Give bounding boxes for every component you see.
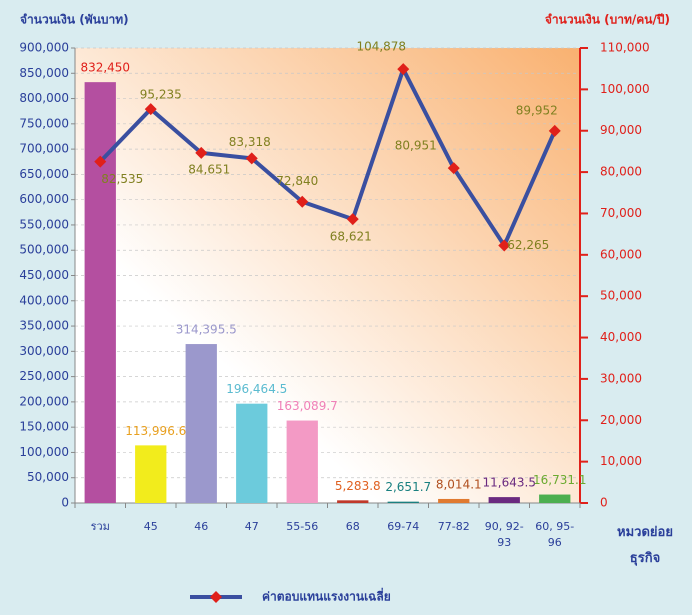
y-tick-label: 650,000 — [19, 167, 69, 181]
y2-tick-label: 30,000 — [600, 371, 642, 385]
line-marker — [498, 239, 511, 252]
y-tick-label: 500,000 — [19, 243, 69, 257]
y2-tick-label: 20,000 — [600, 413, 642, 427]
bar-value-label: 16,731.1 — [533, 473, 586, 487]
y-tick-label: 50,000 — [27, 470, 69, 484]
line-marker — [195, 146, 208, 159]
x-tick-label: 47 — [244, 520, 259, 533]
x-tick-label: 60, 95-96 — [535, 520, 575, 549]
y2-tick-label: 70,000 — [600, 206, 642, 220]
x-tick-label: 45 — [143, 520, 158, 533]
y-tick-label: 900,000 — [19, 41, 69, 55]
x-axis-title: หมวดย่อย ธุรกิจ — [617, 525, 673, 566]
y-tick-label: 700,000 — [19, 142, 69, 156]
y-tick-label: 550,000 — [19, 217, 69, 231]
y2-tick-label: 0 — [600, 496, 608, 510]
y-tick-label: 200,000 — [19, 394, 69, 408]
y-tick-label: 850,000 — [19, 66, 69, 80]
y-tick-label: 100,000 — [19, 445, 69, 459]
legend-label: ค่าตอบแทนแรงงานเฉลี่ย — [262, 588, 391, 604]
line-marker — [346, 213, 359, 226]
x-tick-label: 90, 92-93 — [484, 520, 524, 549]
bar — [185, 344, 217, 503]
bar — [539, 494, 571, 503]
y-tick-label: 350,000 — [19, 319, 69, 333]
line-value-label: 68,621 — [330, 230, 372, 244]
y2-axis-title: จำนวนเงิน (บาท/คน/ปี) — [545, 13, 670, 27]
bar-value-label: 8,014.1 — [436, 477, 482, 491]
bar-value-label: 113,996.6 — [125, 424, 186, 438]
y2-tick-label: 40,000 — [600, 330, 642, 344]
bar — [84, 82, 116, 504]
bar-value-label: 11,643.5 — [483, 476, 536, 490]
line-value-label: 89,952 — [516, 103, 558, 117]
bar-value-label: 163,089.7 — [277, 399, 338, 413]
bar — [387, 501, 419, 503]
y-tick-label: 750,000 — [19, 116, 69, 130]
x-tick-label: 68 — [345, 520, 360, 533]
y-tick-label: 250,000 — [19, 369, 69, 383]
line-marker — [447, 162, 460, 175]
line-value-label: 62,265 — [507, 238, 549, 252]
y-tick-label: 400,000 — [19, 293, 69, 307]
line-value-label: 80,951 — [395, 139, 437, 153]
line-marker — [144, 103, 157, 116]
x-tick-label: 69-74 — [387, 520, 420, 533]
y-tick-label: 300,000 — [19, 344, 69, 358]
bar-value-label: 314,395.5 — [176, 323, 237, 337]
x-tick-label: 55-56 — [286, 520, 319, 533]
y-tick-label: 800,000 — [19, 91, 69, 105]
line-value-label: 95,235 — [140, 88, 182, 102]
x-tick-label: 77-82 — [437, 520, 470, 533]
x-tick-label: 46 — [194, 520, 209, 533]
legend-marker — [210, 591, 222, 603]
bar-value-label: 2,651.7 — [385, 480, 431, 494]
bar — [236, 403, 268, 503]
y-tick-label: 450,000 — [19, 268, 69, 282]
line-value-label: 84,651 — [188, 162, 230, 176]
line-marker — [397, 63, 410, 76]
line-marker — [245, 152, 258, 165]
bar — [286, 420, 318, 503]
bar — [438, 498, 470, 503]
line-series — [98, 67, 557, 248]
y2-tick-label: 50,000 — [600, 289, 642, 303]
y2-tick-label: 80,000 — [600, 165, 642, 179]
line-marker — [296, 195, 309, 208]
y2-tick-label: 110,000 — [600, 41, 650, 55]
bar-value-label: 5,283.8 — [335, 479, 381, 493]
line-marker — [548, 124, 561, 137]
y-axis-title: จำนวนเงิน (พันบาท) — [20, 13, 129, 27]
bar-value-label: 832,450 — [80, 61, 130, 75]
y2-tick-label: 60,000 — [600, 247, 642, 261]
line-value-label: 83,318 — [229, 135, 271, 149]
line-marker — [94, 155, 107, 168]
line-value-label: 72,840 — [276, 174, 318, 188]
line-value-label: 104,878 — [356, 40, 406, 54]
bar — [135, 445, 167, 503]
y-tick-label: 0 — [61, 496, 69, 510]
bar — [337, 500, 369, 503]
bar-value-label: 196,464.5 — [226, 382, 287, 396]
y-tick-label: 150,000 — [19, 420, 69, 434]
bar — [488, 497, 520, 503]
y2-tick-label: 100,000 — [600, 82, 650, 96]
line-value-label: 82,535 — [101, 172, 143, 186]
y2-tick-label: 90,000 — [600, 123, 642, 137]
x-tick-label: รวม — [90, 520, 110, 533]
y-tick-label: 600,000 — [19, 192, 69, 206]
y2-tick-label: 10,000 — [600, 454, 642, 468]
